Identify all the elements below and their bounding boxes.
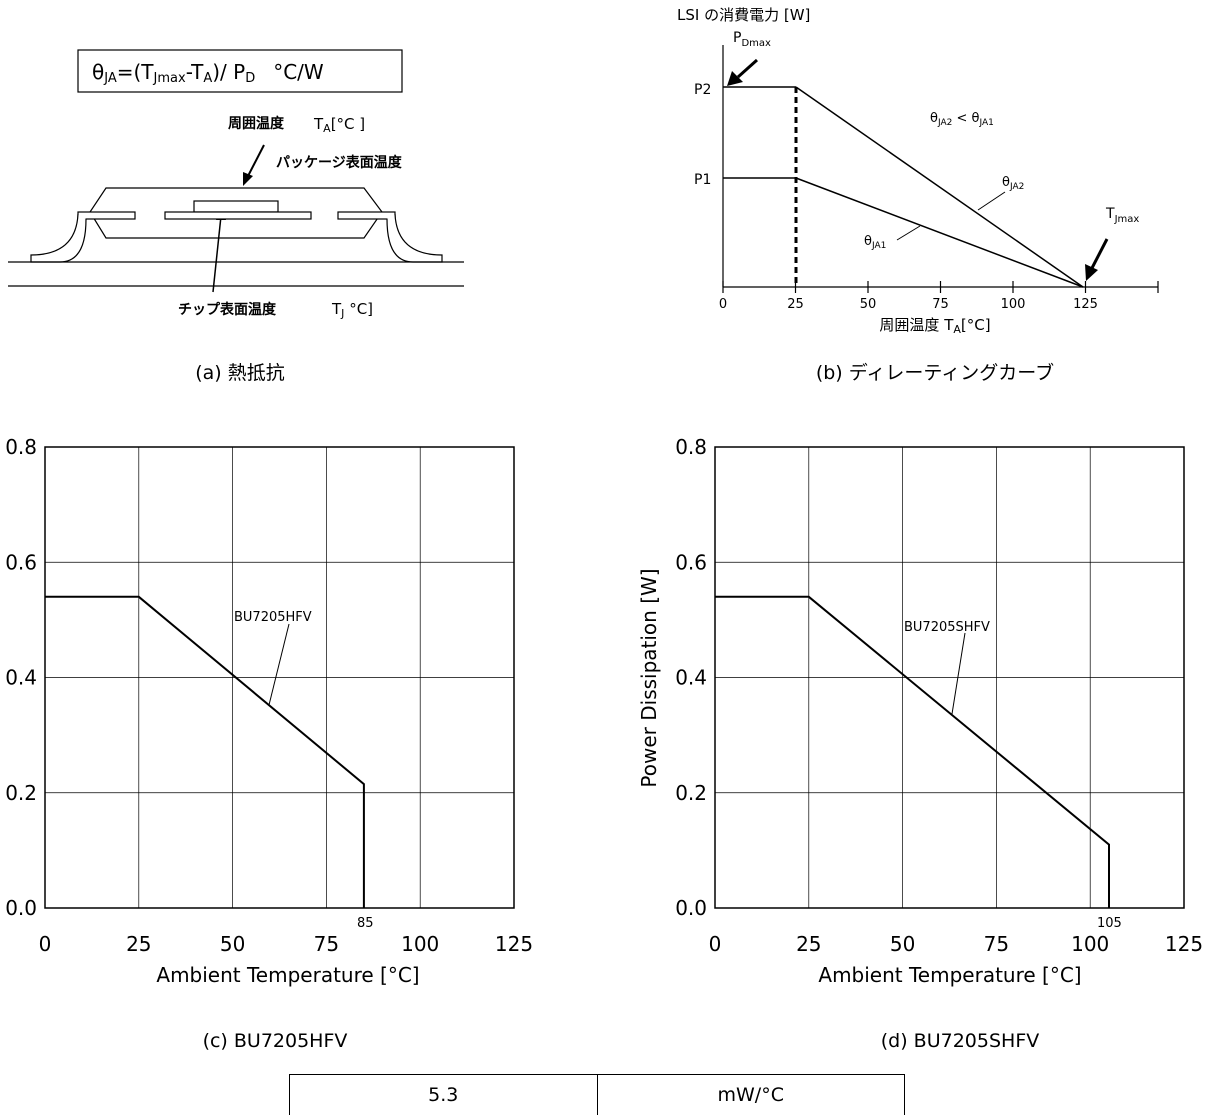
- formula-box: [77, 49, 403, 93]
- chart-bu7205hfv: 0.00.20.40.60.8 0 25 50 75 100 125 BU7205HFV …: [5, 435, 533, 987]
- pdmax-arrow-head: [727, 71, 743, 86]
- caption-d: (d) BU7205SHFV: [880, 1030, 1040, 1052]
- d-y-tick-label: 0.6: [675, 550, 707, 574]
- caption-a: (a) 熱抵抗: [195, 362, 285, 384]
- c-series-label: BU7205HFV: [234, 610, 312, 625]
- caption-b: (b) ディレーティングカーブ: [815, 362, 1055, 384]
- theta-ja1-leader: [896, 225, 921, 241]
- package-arrow: [246, 144, 265, 179]
- d-series-leader: [951, 632, 966, 715]
- formula-text: θJA=(TJmax-TA)/ PD °C/W: [92, 60, 324, 86]
- theta-ja2-label: θJA2: [1002, 175, 1024, 192]
- right-lead: [386, 213, 443, 263]
- theta-ja1-line: [795, 177, 1084, 288]
- tjmax-arrow-head: [1085, 264, 1098, 281]
- d-y-axis-title: Power Dissipation [W]: [637, 568, 661, 787]
- chip-temp-symbol: TJ °C]: [331, 300, 373, 320]
- c-y-tick-label: 0.6: [5, 550, 37, 574]
- d-y-tick-label: 0.2: [675, 781, 707, 805]
- b-x-tick-label: 25: [787, 297, 804, 312]
- theta-ja1-label: θJA1: [864, 234, 886, 251]
- b-x-axis-label: 周囲温度 TA[°C]: [879, 316, 990, 336]
- c-y-tick-label: 0.2: [5, 781, 37, 805]
- d-x-tick-label: 75: [984, 932, 1009, 956]
- power-axis-label: LSI の消費電力 [W]: [677, 6, 810, 24]
- left-lead-frame: [77, 211, 136, 220]
- theta-ja2-line: [795, 86, 1084, 288]
- theta-ja2-leader: [977, 191, 1006, 211]
- left-lead: [30, 213, 87, 263]
- c-plot-frame: [44, 446, 515, 909]
- d-plot-frame: [714, 446, 1185, 909]
- c-x-tick-label: 0: [39, 932, 52, 956]
- c-x-tick-label: 75: [314, 932, 339, 956]
- die-pad: [164, 211, 312, 220]
- b-x-tick-label: 75: [932, 297, 949, 312]
- c-y-tick-label: 0.0: [5, 896, 37, 920]
- d-annotation-105: 105: [1097, 916, 1122, 931]
- d-x-axis-title: Ambient Temperature [°C]: [818, 963, 1081, 987]
- d-x-tick-label: 0: [709, 932, 722, 956]
- c-y-tick-labels: 0.0 0.2 0.4 0.6 0.8: [5, 435, 37, 920]
- d-y-tick-label: 0.4: [675, 666, 707, 690]
- b-x-tick-label: 0: [719, 297, 727, 312]
- c-y-tick-label: 0.8: [5, 435, 37, 459]
- ambient-temp-symbol: TA[°C ]: [313, 115, 365, 135]
- tjmax-label: TJmax: [1105, 206, 1139, 225]
- chip-temp-label: チップ表面温度: [178, 301, 277, 318]
- b-x-tick-label: 125: [1073, 297, 1098, 312]
- c-x-tick-label: 50: [220, 932, 245, 956]
- d-x-tick-label: 50: [890, 932, 915, 956]
- d-x-tick-label: 100: [1071, 932, 1109, 956]
- b-x-ticks: 0 25 50 75 100 125: [719, 281, 1159, 312]
- d-y-tick-labels: 0.0 0.2 0.4 0.6 0.8: [675, 435, 707, 920]
- p2-label: P2: [694, 82, 711, 98]
- b-x-tick-label: 100: [1001, 297, 1026, 312]
- table-unit-cell: mW/°C: [596, 1075, 905, 1115]
- derating-table: 5.3 mW/°C: [289, 1074, 905, 1115]
- chart-bu7205shfv: 0.0 0.2 0.4 0.6 0.8 0 25 50 75 100 125 BU7205SHFV…: [637, 435, 1203, 987]
- c-series-bu7205hfv: [45, 595, 365, 908]
- d-x-tick-label: 25: [796, 932, 821, 956]
- c-annotation-85: 85: [357, 916, 374, 931]
- c-y-tick-label: 0.4: [5, 666, 37, 690]
- ambient-temp-label: 周囲温度: [228, 115, 285, 132]
- package-temp-label: パッケージ表面温度: [276, 154, 403, 171]
- panel-a-thermal-resistance: θJA=(TJmax-TA)/ PD °C/W 周囲温度 TA[°C ] パッケー…: [8, 49, 464, 320]
- p1-label: P1: [694, 172, 711, 188]
- c-x-tick-labels: 0 25 50 75 100 125: [39, 932, 533, 956]
- chip-die: [193, 200, 279, 213]
- b-x-tick-label: 50: [860, 297, 877, 312]
- d-y-tick-label: 0.0: [675, 896, 707, 920]
- c-series-leader: [268, 623, 290, 706]
- tjmax-arrow: [1089, 238, 1109, 271]
- caption-c: (c) BU7205HFV: [202, 1030, 348, 1052]
- d-series-bu7205shfv: [715, 595, 1110, 908]
- table-value-cell: 5.3: [428, 1084, 459, 1106]
- d-grid: [715, 447, 1184, 908]
- panel-b-derating-curve: LSI の消費電力 [W] PDmax 0 25 50 75 100 125 P2 P1 …: [677, 6, 1159, 336]
- pdmax-label: PDmax: [733, 30, 771, 49]
- c-x-tick-label: 100: [401, 932, 439, 956]
- right-lead-frame: [337, 211, 396, 220]
- d-x-tick-labels: 0 25 50 75 100 125: [709, 932, 1203, 956]
- theta-relation-label: θJA2 < θJA1: [930, 111, 994, 128]
- c-x-axis-title: Ambient Temperature [°C]: [156, 963, 419, 987]
- c-x-tick-label: 125: [495, 932, 533, 956]
- d-x-tick-label: 125: [1165, 932, 1203, 956]
- c-grid: [45, 447, 514, 908]
- package-arrow-head: [243, 172, 253, 186]
- d-y-tick-label: 0.8: [675, 435, 707, 459]
- chip-arrow: [212, 215, 222, 293]
- c-x-tick-label: 25: [126, 932, 151, 956]
- d-series-label: BU7205SHFV: [904, 620, 990, 635]
- pdmax-arrow: [736, 58, 759, 79]
